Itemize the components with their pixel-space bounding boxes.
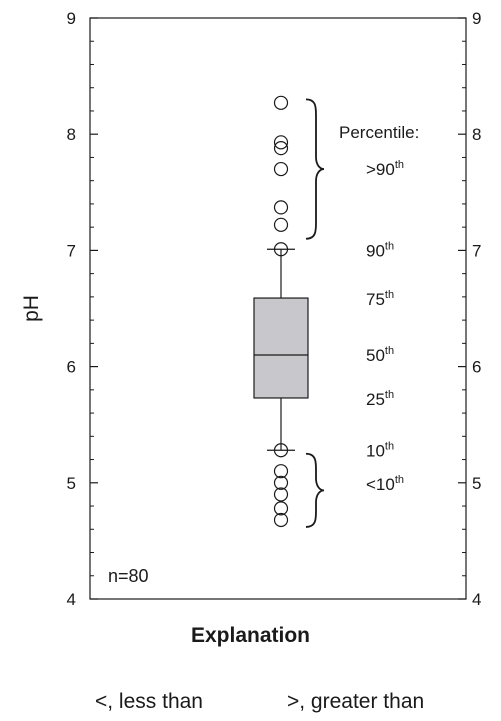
outlier-point-high (273, 95, 289, 110)
outlier-point-high (273, 217, 289, 232)
interquartile-box (253, 297, 309, 399)
percentile-heading: Percentile: (339, 123, 419, 142)
sample-size-label: n=80 (108, 566, 149, 586)
y-axis-label: pH (20, 295, 43, 322)
y-tick-label-right: 8 (472, 125, 481, 144)
plot-frame (89, 17, 467, 600)
percentile-label: 90th (366, 240, 394, 260)
percentile-label: >90th (366, 159, 404, 179)
percentile-label: 75th (366, 289, 394, 309)
y-tick-label-left: 6 (67, 358, 76, 377)
y-tick-label-right: 9 (472, 9, 481, 28)
x-axis-label: Explanation (190, 624, 311, 647)
y-tick-label-left: 5 (67, 474, 76, 493)
outlier-point-low (273, 487, 289, 502)
y-tick-label-left: 4 (67, 590, 76, 609)
percentile-label: 10th (366, 440, 394, 460)
percentile-label: 25th (366, 389, 394, 409)
outlier-point-low (273, 512, 289, 528)
outlier-point-low (273, 443, 289, 458)
upper-outlier-brace (305, 98, 325, 240)
outlier-point-low (273, 464, 289, 479)
y-tick-label-right: 5 (472, 474, 481, 493)
outlier-point-high (273, 242, 289, 257)
axes-layer (89, 17, 467, 600)
y-tick-label-left: 7 (67, 241, 76, 260)
outlier-point-high (273, 135, 289, 150)
lower-outlier-brace (305, 452, 325, 528)
y-tick-label-left: 8 (67, 125, 76, 144)
percentile-label: 50th (366, 345, 394, 365)
y-tick-label-left: 9 (67, 9, 76, 28)
marks-layer (253, 95, 325, 528)
greater-than-note: >, greater than (287, 690, 425, 713)
y-tick-label-right: 6 (472, 358, 481, 377)
outlier-point-high (273, 141, 289, 156)
outlier-point-low (273, 475, 289, 490)
y-tick-label-right: 4 (472, 590, 481, 609)
outlier-point-high (273, 161, 289, 177)
outlier-point-high (273, 200, 289, 215)
percentile-label: <10th (366, 474, 404, 494)
y-tick-label-right: 7 (472, 241, 481, 260)
labels-layer: 4 4 5 5 6 6 7 7 8 8 9 9 pH n=80 Percentile: >90th 90th 75… (20, 9, 481, 609)
less-than-note: <, less than (95, 690, 203, 713)
outlier-point-low (273, 501, 289, 516)
